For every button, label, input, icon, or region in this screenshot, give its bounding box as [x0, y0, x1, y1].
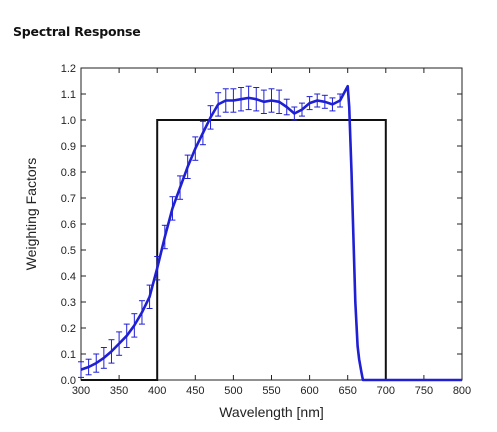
y-tick-label: 1.0 — [61, 115, 76, 127]
x-tick-label: 750 — [415, 385, 433, 397]
x-tick-label: 700 — [377, 385, 395, 397]
series-rectangular-window — [81, 119, 462, 381]
x-axis-label: Wavelength [nm] — [219, 404, 324, 420]
y-tick-label: 0.3 — [61, 297, 76, 309]
plot-frame — [80, 67, 463, 381]
y-tick-label: 1.2 — [61, 63, 76, 75]
y-axis-label: Weighting Factors — [23, 158, 39, 271]
y-tick-label: 0.4 — [61, 271, 76, 283]
y-tick-label: 1.1 — [61, 89, 76, 101]
x-tick-label: 600 — [300, 385, 318, 397]
x-tick-label: 800 — [453, 385, 471, 397]
x-tick-label: 350 — [110, 385, 128, 397]
y-tick-label: 0.7 — [61, 193, 76, 205]
y-tick-label: 0.1 — [61, 349, 76, 361]
y-tick-label: 0.0 — [61, 375, 76, 387]
y-tick-label: 0.6 — [61, 219, 76, 231]
y-tick-label: 0.8 — [61, 167, 76, 179]
x-tick-label: 650 — [339, 385, 357, 397]
y-tick-label: 0.9 — [61, 141, 76, 153]
x-tick-label: 550 — [262, 385, 280, 397]
x-tick-label: 450 — [186, 385, 204, 397]
series-spectral-response — [80, 84, 462, 382]
y-tick-label: 0.2 — [61, 323, 76, 335]
y-tick-label: 0.5 — [61, 245, 76, 257]
x-tick-label: 400 — [148, 385, 166, 397]
x-tick-label: 500 — [224, 385, 242, 397]
chart-heading: Spectral Response — [13, 24, 141, 39]
x-tick-label: 300 — [72, 385, 90, 397]
